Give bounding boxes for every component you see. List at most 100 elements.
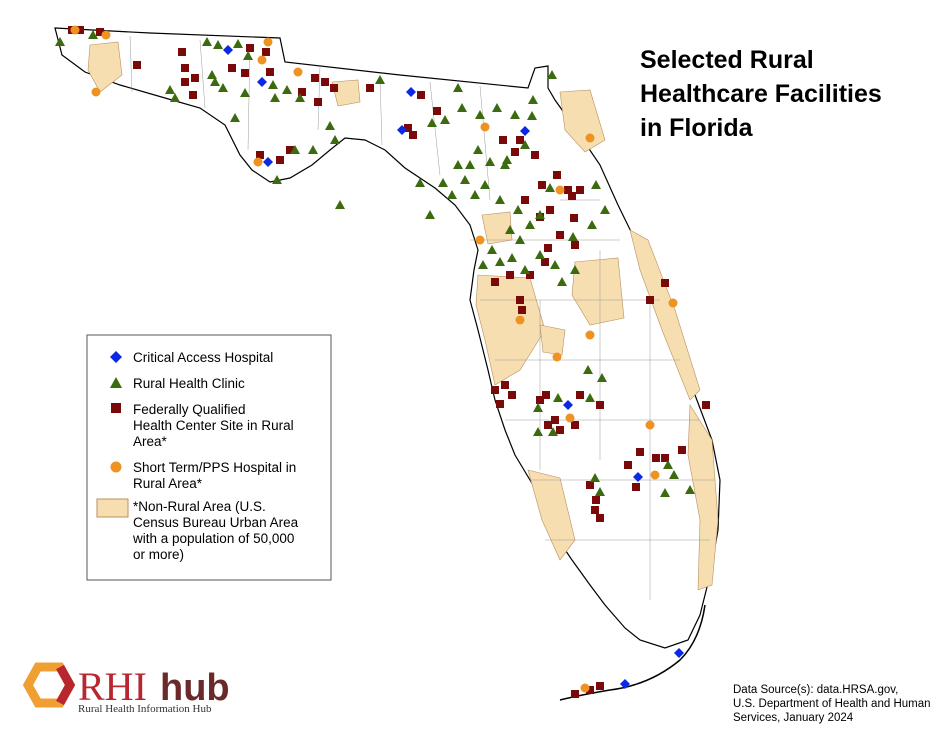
- urban-area: [539, 324, 566, 356]
- fqhc-marker: [76, 26, 84, 34]
- clinic-marker: [427, 118, 437, 127]
- clinic-marker: [597, 373, 607, 382]
- hospital-marker: [91, 87, 101, 97]
- clinic-marker: [268, 80, 278, 89]
- fqhc-marker: [661, 454, 669, 462]
- logo-mark: [56, 664, 76, 706]
- fqhc-marker: [538, 181, 546, 189]
- fqhc-marker: [542, 391, 550, 399]
- fqhc-marker: [189, 91, 197, 99]
- fqhc-marker: [596, 682, 604, 690]
- cah-marker: [406, 87, 416, 97]
- title-line: Healthcare Facilities: [640, 80, 882, 108]
- legend-text: Area*: [133, 434, 168, 449]
- urban-area: [687, 404, 719, 591]
- legend-text: *Non-Rural Area (U.S.: [133, 499, 266, 514]
- logo-hub: hub: [160, 667, 230, 709]
- hospital-marker: [253, 157, 263, 167]
- fqhc-marker: [553, 171, 561, 179]
- clinic-marker: [507, 253, 517, 262]
- fqhc-marker: [596, 514, 604, 522]
- fqhc-marker: [518, 306, 526, 314]
- clinic-marker: [282, 85, 292, 94]
- fqhc-marker: [262, 48, 270, 56]
- clinic-marker: [170, 93, 180, 102]
- fqhc-marker: [499, 136, 507, 144]
- hospital-marker: [668, 298, 678, 308]
- clinic-marker: [440, 115, 450, 124]
- clinic-marker: [568, 232, 578, 241]
- fqhc-marker: [592, 496, 600, 504]
- fqhc-marker: [624, 461, 632, 469]
- fqhc-marker: [591, 506, 599, 514]
- fqhc-marker: [256, 151, 264, 159]
- clinic-marker: [457, 103, 467, 112]
- data-source: Data Source(s): data.HRSA.gov, U.S. Depa…: [733, 684, 931, 724]
- cah-marker: [397, 125, 407, 135]
- fqhc-marker: [241, 69, 249, 77]
- fqhc-marker: [526, 271, 534, 279]
- fqhc-marker: [311, 74, 319, 82]
- clinic-marker: [495, 257, 505, 266]
- hospital-marker: [293, 67, 303, 77]
- clinic-marker: [335, 200, 345, 209]
- fqhc-marker: [181, 64, 189, 72]
- fqhc-marker: [678, 446, 686, 454]
- clinic-marker: [492, 103, 502, 112]
- source-line: Data Source(s): data.HRSA.gov,: [733, 684, 898, 696]
- fqhc-marker: [286, 146, 294, 154]
- cah-marker: [620, 679, 630, 689]
- fqhc-marker: [511, 148, 519, 156]
- hospital-marker: [475, 235, 485, 245]
- clinic-marker: [685, 485, 695, 494]
- clinic-marker: [290, 145, 300, 154]
- logo: RHI hub Rural Health Information Hub: [22, 662, 230, 715]
- clinic-marker: [591, 180, 601, 189]
- fqhc-marker: [228, 64, 236, 72]
- clinic-marker: [272, 175, 282, 184]
- hospital-marker: [263, 37, 273, 47]
- cah-marker: [520, 126, 530, 136]
- hospital-marker: [580, 683, 590, 693]
- urban-area: [629, 229, 701, 401]
- clinic-marker: [585, 393, 595, 402]
- clinic-marker: [478, 260, 488, 269]
- fqhc-marker: [546, 206, 554, 214]
- urban-area: [87, 41, 123, 93]
- fqhc-marker: [506, 271, 514, 279]
- cah-marker: [674, 648, 684, 658]
- title-line: Selected Rural: [640, 46, 814, 74]
- logo-subtitle: Rural Health Information Hub: [78, 703, 212, 715]
- legend-text: with a population of 50,000: [132, 531, 294, 546]
- clinic-marker: [487, 245, 497, 254]
- clinic-marker: [587, 220, 597, 229]
- clinic-marker: [535, 210, 545, 219]
- legend-text: Short Term/PPS Hospital in: [133, 460, 296, 475]
- fqhc-marker: [366, 84, 374, 92]
- clinic-marker: [663, 460, 673, 469]
- legend-text: Census Bureau Urban Area: [133, 515, 299, 530]
- legend-text: Rural Health Clinic: [133, 376, 245, 391]
- fqhc-marker: [586, 686, 594, 694]
- fqhc-marker: [556, 426, 564, 434]
- cah-marker: [633, 472, 643, 482]
- fqhc-marker: [266, 68, 274, 76]
- clinic-marker: [550, 260, 560, 269]
- clinic-marker: [415, 178, 425, 187]
- fqhc-marker: [276, 156, 284, 164]
- fqhc-marker: [586, 481, 594, 489]
- fqhc-marker: [508, 391, 516, 399]
- cah-marker: [563, 400, 573, 410]
- fqhc-marker: [544, 421, 552, 429]
- fqhc-marker: [596, 401, 604, 409]
- florida: [54, 27, 721, 701]
- clinic-marker: [533, 403, 543, 412]
- clinic-marker: [525, 220, 535, 229]
- clinic-marker: [528, 95, 538, 104]
- clinic-marker: [660, 488, 670, 497]
- fqhc-marker: [570, 214, 578, 222]
- clinic-marker: [460, 175, 470, 184]
- fqhc-marker: [544, 244, 552, 252]
- facility-markers: [55, 25, 710, 698]
